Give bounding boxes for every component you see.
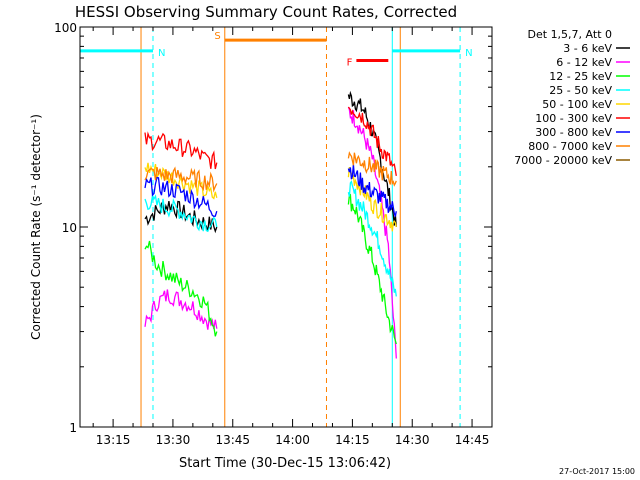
y-axis: 1 10 100	[54, 21, 492, 435]
legend-label-1: 6 - 12 keV	[556, 56, 612, 69]
series-7-segment-1	[347, 151, 397, 187]
series-2-segment-1	[347, 193, 397, 345]
series-4-segment-1	[347, 166, 397, 232]
legend-label-6: 300 - 800 keV	[535, 126, 612, 139]
y-tick-label-1: 10	[62, 221, 77, 235]
plot-frame	[79, 26, 493, 428]
series-6-segment-0	[144, 176, 218, 217]
x-tick-label-0: 13:15	[96, 433, 131, 447]
footer-timestamp: 27-Oct-2017 15:00	[559, 467, 635, 476]
legend-label-8: 7000 - 20000 keV	[514, 154, 612, 167]
legend-label-0: 3 - 6 keV	[563, 42, 612, 55]
annotation-label-3: F	[347, 57, 353, 68]
series-0-segment-1	[347, 90, 397, 228]
series-5-segment-0	[144, 131, 218, 170]
series-6-segment-1	[347, 164, 397, 217]
x-tick-label-6: 14:45	[455, 433, 490, 447]
series-1-segment-1	[347, 106, 397, 359]
x-tick-label-4: 14:15	[335, 433, 370, 447]
legend-label-5: 100 - 300 keV	[535, 112, 612, 125]
legend-label-3: 25 - 50 keV	[549, 84, 612, 97]
legend-label-2: 12 - 25 keV	[549, 70, 612, 83]
series-0-segment-0	[144, 200, 218, 234]
chart-title: HESSI Observing Summary Count Rates, Cor…	[75, 3, 457, 21]
x-tick-label-5: 14:30	[395, 433, 430, 447]
x-axis: 13:15 13:30 13:45 14:00 14:15 14:30 14:45	[92, 27, 493, 447]
annotation-group: N N S F	[80, 31, 473, 68]
x-axis-label: Start Time (30-Dec-15 13:06:42)	[179, 456, 391, 471]
series-7-segment-0	[144, 166, 218, 193]
x-tick-label-3: 14:00	[275, 433, 310, 447]
plot-area	[79, 27, 461, 427]
legend-header: Det 1,5,7, Att 0	[528, 28, 612, 41]
series-2-segment-0	[144, 240, 218, 337]
legend-label-4: 50 - 100 keV	[542, 98, 612, 111]
y-tick-label-0: 1	[69, 421, 77, 435]
x-tick-label-2: 13:45	[215, 433, 250, 447]
legend-label-7: 800 - 7000 keV	[528, 140, 612, 153]
annotation-label-1: N	[465, 48, 472, 59]
series-1-segment-0	[144, 289, 218, 330]
y-axis-label: Corrected Count Rate (s⁻¹ detector⁻¹)	[29, 114, 43, 340]
annotation-label-2: S	[214, 31, 220, 42]
series-group	[144, 90, 397, 359]
series-3-segment-1	[347, 180, 397, 297]
series-5-segment-1	[347, 106, 397, 177]
x-tick-label-1: 13:30	[156, 433, 191, 447]
annotation-label-0: N	[158, 48, 165, 59]
series-3-segment-0	[144, 193, 218, 233]
y-tick-label-2: 100	[54, 21, 77, 35]
